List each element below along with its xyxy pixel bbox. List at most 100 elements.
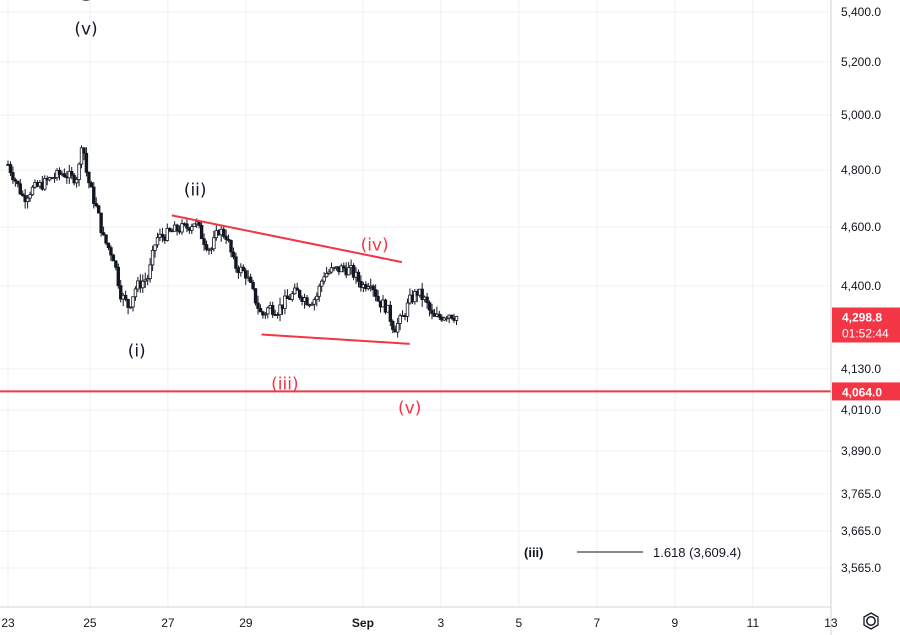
candle (324, 266, 329, 278)
wave-label[interactable]: (iii) (271, 374, 298, 394)
candle (405, 298, 410, 323)
candle (234, 252, 238, 273)
candle (70, 166, 74, 180)
y-tick-label: 3,765.0 (841, 487, 881, 501)
chart-settings-button[interactable] (856, 609, 886, 633)
wave-label[interactable]: (i) (128, 341, 146, 361)
x-tick-label: 5 (516, 616, 523, 630)
candle (283, 289, 287, 315)
channel-trendline[interactable] (171, 214, 403, 264)
candle (155, 232, 160, 248)
candle (290, 290, 294, 302)
candle (101, 226, 106, 236)
candle (52, 172, 57, 183)
wave-label[interactable]: (iv) (361, 235, 389, 255)
wave-label[interactable]: (v) (398, 398, 421, 418)
candle (185, 217, 189, 233)
candle (123, 290, 128, 302)
candle (425, 292, 429, 309)
candle (212, 230, 216, 252)
candle (43, 175, 47, 191)
candle (391, 319, 395, 334)
y-tick-label: 4,010.0 (841, 403, 881, 417)
y-tick-label: 4,800.0 (841, 163, 881, 177)
candle (261, 310, 265, 319)
candle (388, 301, 393, 327)
y-tick-label: 5,400.0 (841, 5, 881, 19)
candle (420, 282, 424, 308)
candle (87, 171, 91, 189)
y-tick-label: 4,400.0 (841, 279, 881, 293)
candle (226, 234, 231, 243)
y-tick-label: 4,130.0 (841, 362, 881, 376)
y-tick-label: 3,565.0 (841, 561, 881, 575)
candle (72, 172, 76, 186)
candle (413, 288, 417, 305)
x-tick-label: 23 (1, 616, 15, 630)
time-axis[interactable]: 23 25 27 29 Sep 3 5 7 9 11 13 (0, 606, 838, 630)
candle (310, 301, 314, 306)
candle (278, 297, 282, 322)
candle (109, 245, 113, 261)
candle (13, 177, 18, 187)
candle (256, 295, 260, 315)
candle (192, 223, 196, 228)
candle (131, 296, 135, 312)
candle (106, 242, 111, 251)
gear-outline-icon (863, 612, 879, 630)
candle (221, 226, 226, 239)
x-tick-label: 3 (438, 616, 445, 630)
candle (297, 289, 302, 300)
candle (116, 263, 120, 289)
candle (437, 310, 442, 321)
candle (57, 167, 62, 181)
candle (11, 166, 15, 184)
candle (332, 266, 336, 272)
candle (74, 176, 79, 188)
level-price-value: 4,064.0 (842, 385, 882, 399)
y-tick-label: 5,200.0 (841, 55, 881, 69)
level-price-tag: 4,064.0 (832, 382, 900, 401)
x-tick-label: 13 (824, 616, 838, 630)
candle (153, 244, 157, 258)
x-tick-label: Sep (352, 616, 374, 630)
candle (229, 239, 233, 258)
last-price-value: 4,298.8 (842, 310, 882, 324)
candle (270, 301, 275, 318)
candle (244, 267, 248, 286)
y-tick-label: 3,665.0 (841, 524, 881, 538)
candle (25, 194, 30, 209)
price-axis[interactable]: 5,400.0 5,200.0 5,000.0 4,800.0 4,600.0 4,400… (830, 0, 881, 635)
channel-trendline[interactable] (261, 333, 410, 345)
candle (364, 281, 368, 292)
candle (339, 263, 344, 273)
x-tick-label: 7 (594, 616, 601, 630)
wave-label[interactable]: (ii) (184, 180, 207, 200)
candle (263, 312, 268, 319)
candle (99, 212, 103, 237)
grid-layer (0, 0, 832, 607)
candle (126, 298, 130, 315)
fib-wave-label: (iii) (524, 545, 544, 560)
candle (8, 161, 13, 177)
x-tick-label: 27 (161, 616, 175, 630)
candle (160, 227, 165, 243)
candle (199, 222, 204, 240)
candle (320, 279, 324, 293)
candle (285, 289, 290, 299)
candle (366, 282, 370, 291)
candle (376, 290, 380, 302)
candle (62, 168, 67, 178)
candle (329, 262, 334, 274)
candle (30, 185, 35, 196)
candle (430, 303, 434, 320)
candle (16, 180, 20, 188)
candle (315, 292, 319, 307)
candle (449, 314, 454, 320)
candle (114, 260, 118, 271)
candle (275, 312, 280, 319)
candle (305, 295, 309, 306)
wave-label[interactable]: (v) (74, 19, 97, 39)
x-tick-label: 9 (672, 616, 679, 630)
